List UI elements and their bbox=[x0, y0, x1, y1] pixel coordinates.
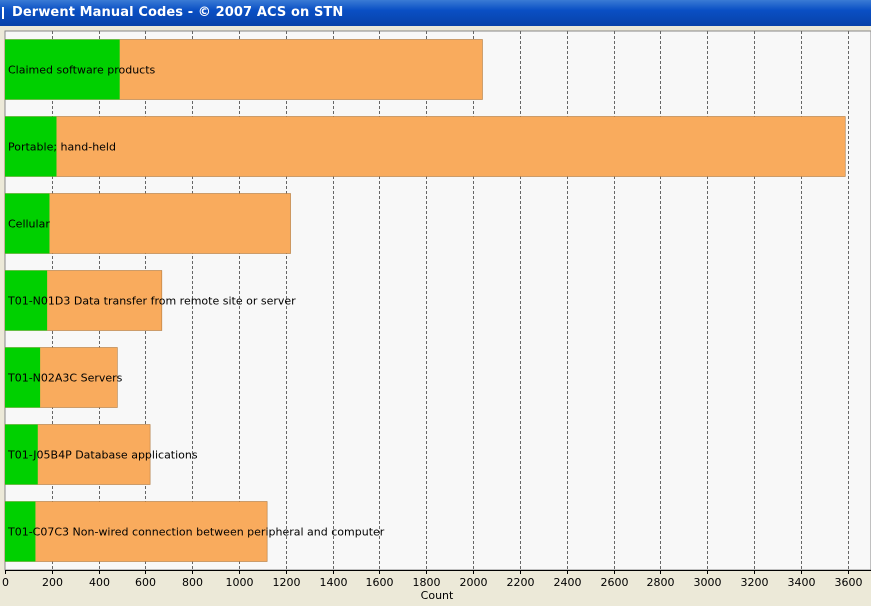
category-label-5: T01-J05B4P Database applications bbox=[7, 449, 198, 462]
bar-2-series-1 bbox=[5, 193, 50, 254]
window-title: Derwent Manual Codes - © 2007 ACS on STN bbox=[12, 5, 344, 20]
bar-0-series-1 bbox=[5, 39, 120, 100]
x-tick-label-4: 800 bbox=[182, 576, 203, 589]
x-tick-label-0: 0 bbox=[2, 576, 9, 589]
bar-1-series-1 bbox=[5, 116, 57, 177]
x-tick-label-13: 2600 bbox=[601, 576, 629, 589]
bar-6-series-1 bbox=[5, 501, 36, 562]
bar-2-series-0 bbox=[4, 193, 291, 254]
x-tick-label-3: 600 bbox=[135, 576, 156, 589]
x-tick-label-12: 2400 bbox=[554, 576, 582, 589]
category-label-4: T01-N02A3C Servers bbox=[7, 372, 123, 385]
bar-6-series-0 bbox=[4, 501, 268, 562]
x-tick-label-16: 3200 bbox=[741, 576, 769, 589]
x-tick-label-9: 1800 bbox=[413, 576, 441, 589]
x-tick-label-1: 200 bbox=[42, 576, 63, 589]
bar-4-series-1 bbox=[5, 347, 41, 408]
category-label-0: Claimed software products bbox=[8, 64, 156, 77]
x-tick-label-17: 3400 bbox=[788, 576, 816, 589]
x-tick-label-8: 1600 bbox=[366, 576, 394, 589]
category-label-1: Portable; hand-held bbox=[8, 141, 116, 154]
x-tick-label-6: 1200 bbox=[273, 576, 301, 589]
x-tick-label-7: 1400 bbox=[320, 576, 348, 589]
x-tick-label-11: 2200 bbox=[507, 576, 535, 589]
x-tick-label-2: 400 bbox=[89, 576, 110, 589]
x-axis-title: Count bbox=[421, 589, 454, 602]
bar-5-series-1 bbox=[5, 424, 38, 485]
app-icon bbox=[2, 7, 8, 19]
x-tick-label-18: 3600 bbox=[835, 576, 863, 589]
category-label-6: T01-C07C3 Non-wired connection between p… bbox=[7, 526, 385, 539]
bar-chart: Claimed software products Portable; hand-… bbox=[0, 26, 871, 606]
bar-1-series-0 bbox=[4, 116, 846, 177]
bar-3-series-1 bbox=[5, 270, 48, 331]
x-tick-label-10: 2000 bbox=[460, 576, 488, 589]
x-tick-label-14: 2800 bbox=[647, 576, 675, 589]
category-label-2: Cellular bbox=[8, 218, 50, 231]
x-tick-label-5: 1000 bbox=[226, 576, 254, 589]
x-tick-label-15: 3000 bbox=[694, 576, 722, 589]
window-titlebar[interactable]: Derwent Manual Codes - © 2007 ACS on STN bbox=[0, 0, 871, 26]
category-label-3: T01-N01D3 Data transfer from remote site… bbox=[7, 295, 296, 308]
